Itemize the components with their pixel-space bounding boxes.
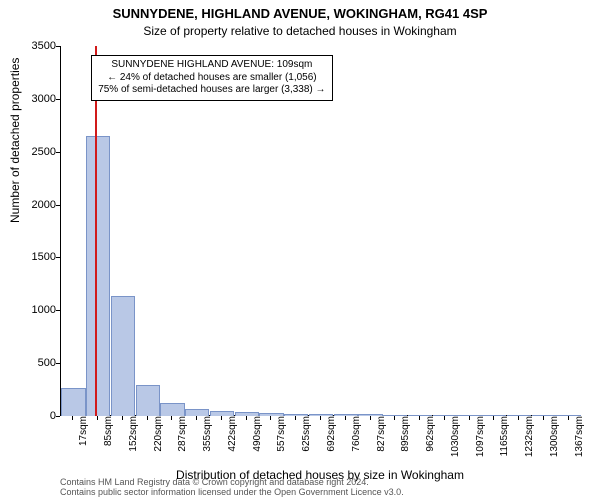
x-tick-label: 827sqm xyxy=(374,416,387,452)
y-axis-label: Number of detached properties xyxy=(8,58,22,223)
x-tick xyxy=(543,416,544,420)
bar xyxy=(61,388,85,416)
x-tick xyxy=(171,416,172,420)
bar xyxy=(185,409,209,416)
x-tick xyxy=(320,416,321,420)
x-tick xyxy=(72,416,73,420)
y-tick xyxy=(56,99,60,100)
info-box-line: 75% of semi-detached houses are larger (… xyxy=(98,84,325,97)
attribution-line: Contains public sector information licen… xyxy=(60,488,580,498)
x-tick-label: 1097sqm xyxy=(473,416,486,457)
info-box-line: ← 24% of detached houses are smaller (1,… xyxy=(98,72,325,85)
x-tick xyxy=(270,416,271,420)
y-axis-line xyxy=(60,46,61,416)
x-tick-label: 355sqm xyxy=(200,416,213,452)
x-tick-label: 962sqm xyxy=(423,416,436,452)
x-tick-label: 422sqm xyxy=(225,416,238,452)
x-tick xyxy=(493,416,494,420)
x-tick xyxy=(394,416,395,420)
x-tick-label: 1300sqm xyxy=(547,416,560,457)
x-tick xyxy=(97,416,98,420)
x-tick xyxy=(345,416,346,420)
x-tick-label: 1165sqm xyxy=(497,416,510,456)
x-tick xyxy=(370,416,371,420)
x-tick-label: 557sqm xyxy=(274,416,287,452)
plot-area: 050010001500200025003000350017sqm85sqm15… xyxy=(60,46,580,416)
x-tick xyxy=(419,416,420,420)
y-tick xyxy=(56,152,60,153)
y-tick xyxy=(56,257,60,258)
chart-title: SUNNYDENE, HIGHLAND AVENUE, WOKINGHAM, R… xyxy=(0,6,600,21)
y-tick xyxy=(56,416,60,417)
y-tick xyxy=(56,310,60,311)
x-tick-label: 625sqm xyxy=(299,416,312,452)
marker-line xyxy=(95,46,97,416)
x-tick xyxy=(196,416,197,420)
x-tick-label: 1232sqm xyxy=(522,416,535,457)
x-tick-label: 895sqm xyxy=(398,416,411,452)
bar xyxy=(111,296,135,416)
bar xyxy=(86,136,110,416)
x-tick-label: 1367sqm xyxy=(572,416,585,457)
x-tick xyxy=(147,416,148,420)
chart-container: SUNNYDENE, HIGHLAND AVENUE, WOKINGHAM, R… xyxy=(0,0,600,500)
attribution: Contains HM Land Registry data © Crown c… xyxy=(60,478,580,498)
x-tick xyxy=(568,416,569,420)
x-tick-label: 152sqm xyxy=(126,416,139,452)
x-tick xyxy=(246,416,247,420)
info-box: SUNNYDENE HIGHLAND AVENUE: 109sqm← 24% o… xyxy=(91,55,332,101)
x-tick xyxy=(518,416,519,420)
y-tick xyxy=(56,205,60,206)
x-tick-label: 287sqm xyxy=(175,416,188,452)
bar xyxy=(136,385,160,416)
chart-subtitle: Size of property relative to detached ho… xyxy=(0,24,600,38)
x-tick xyxy=(295,416,296,420)
y-tick xyxy=(56,46,60,47)
x-tick-label: 85sqm xyxy=(101,416,114,446)
x-tick-label: 490sqm xyxy=(250,416,263,452)
x-tick-label: 692sqm xyxy=(324,416,337,452)
x-tick-label: 220sqm xyxy=(151,416,164,452)
x-tick xyxy=(122,416,123,420)
info-box-line: SUNNYDENE HIGHLAND AVENUE: 109sqm xyxy=(98,59,325,72)
x-tick xyxy=(221,416,222,420)
x-tick-label: 17sqm xyxy=(76,416,89,446)
x-tick-label: 760sqm xyxy=(349,416,362,452)
x-tick xyxy=(469,416,470,420)
y-tick xyxy=(56,363,60,364)
x-tick-label: 1030sqm xyxy=(448,416,461,457)
bar xyxy=(160,403,184,416)
x-tick xyxy=(444,416,445,420)
